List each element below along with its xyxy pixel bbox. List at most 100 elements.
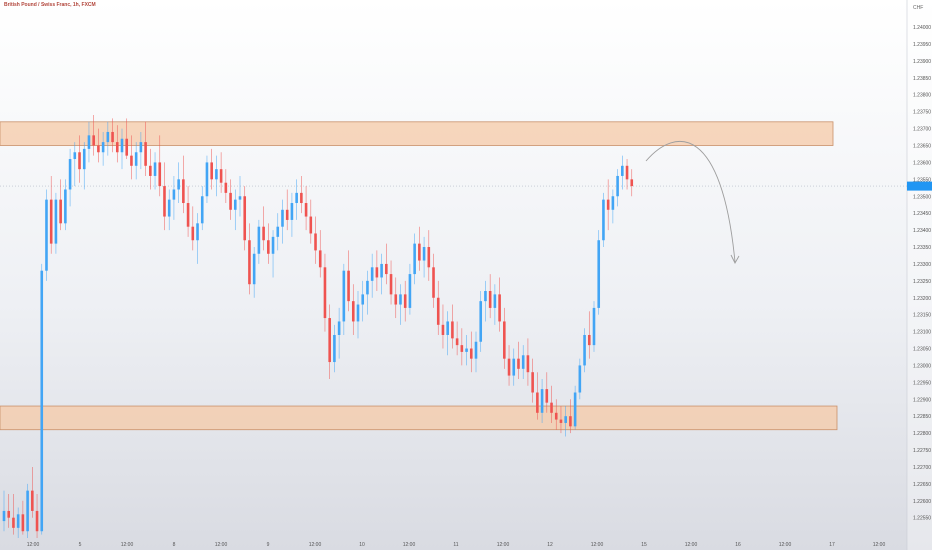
candle — [526, 355, 530, 373]
candle — [248, 240, 251, 285]
candle — [163, 186, 166, 217]
candle — [35, 510, 39, 532]
candle — [257, 226, 261, 254]
candle — [323, 267, 327, 319]
candle — [375, 267, 379, 278]
candle — [238, 196, 242, 200]
candle — [583, 334, 586, 366]
chart-title: British Pound / Swiss Franc, 1h, FXCM — [4, 2, 96, 8]
candle — [149, 165, 152, 176]
y-tick-label: 1.22800 — [913, 431, 931, 437]
candle — [531, 372, 534, 393]
candle — [318, 250, 322, 268]
candle — [545, 389, 549, 403]
candle — [40, 270, 44, 532]
candle — [120, 138, 124, 153]
candle — [418, 243, 421, 261]
candle — [54, 199, 58, 244]
candle — [26, 490, 29, 532]
candle — [460, 345, 464, 352]
candle — [73, 152, 77, 160]
candle — [139, 142, 143, 153]
candle — [351, 301, 355, 322]
candle — [356, 304, 360, 322]
x-tick-label: 9 — [267, 542, 270, 548]
candle — [422, 247, 426, 261]
candle — [87, 135, 91, 149]
y-tick-label: 1.23550 — [913, 177, 931, 183]
candle — [380, 263, 383, 278]
candle — [300, 192, 303, 204]
y-tick-label: 1.23600 — [913, 160, 931, 166]
candle — [597, 240, 601, 308]
candle — [536, 392, 539, 413]
candle — [314, 233, 317, 251]
x-tick-label: 12:00 — [403, 542, 416, 548]
candle — [177, 179, 180, 190]
candle — [564, 416, 567, 423]
candle — [243, 196, 247, 241]
y-tick-label: 1.24000 — [913, 25, 931, 31]
candle — [210, 162, 213, 180]
candle — [408, 274, 412, 308]
candle — [616, 175, 619, 197]
x-tick-label: 15 — [641, 542, 647, 548]
candle — [295, 192, 298, 204]
candle — [342, 270, 346, 322]
y-tick-label: 1.23100 — [913, 330, 931, 336]
candle — [309, 216, 313, 234]
candle — [186, 203, 190, 227]
candle — [285, 209, 289, 220]
candle — [7, 510, 11, 518]
candle — [290, 203, 294, 220]
candle — [455, 338, 459, 346]
x-tick-label: 12:00 — [215, 542, 228, 548]
candle — [465, 348, 468, 352]
x-tick-label: 12:00 — [873, 542, 886, 548]
candle — [427, 247, 431, 268]
y-tick-label: 1.23450 — [913, 211, 931, 217]
x-tick-label: 12 — [547, 542, 553, 548]
y-tick-label: 1.23250 — [913, 279, 931, 285]
candle — [125, 138, 129, 156]
y-tick-label: 1.23950 — [913, 42, 931, 48]
current-price-tag — [907, 181, 932, 191]
candle — [233, 199, 237, 210]
candle — [59, 199, 62, 224]
candle — [441, 324, 445, 335]
candle — [602, 199, 605, 241]
candle — [191, 226, 195, 241]
candle — [479, 301, 483, 342]
candle — [337, 321, 341, 335]
candle — [550, 402, 553, 413]
y-tick-label: 1.22650 — [913, 482, 931, 488]
x-tick-label: 16 — [735, 542, 741, 548]
x-tick-label: 12:00 — [27, 542, 40, 548]
candle — [507, 358, 511, 376]
candle — [493, 294, 497, 308]
candle — [389, 274, 393, 295]
y-tick-label: 1.22900 — [913, 397, 931, 403]
candle — [578, 365, 582, 393]
candle — [21, 514, 25, 532]
candle — [215, 169, 218, 180]
candle — [167, 199, 171, 217]
candle — [31, 490, 34, 511]
candle — [554, 412, 558, 420]
candle — [370, 267, 374, 281]
y-tick-label: 1.23500 — [913, 194, 931, 200]
resistance-zone — [0, 121, 834, 146]
candle — [592, 307, 596, 346]
candle — [78, 152, 81, 170]
candle — [111, 131, 114, 143]
candle — [446, 321, 449, 335]
projection-arrow — [645, 141, 736, 263]
y-tick-label: 1.23900 — [913, 59, 931, 65]
candle — [276, 226, 280, 237]
candle — [281, 209, 284, 227]
candle — [158, 162, 162, 187]
currency-label: CHF — [913, 5, 923, 11]
candle — [394, 294, 398, 305]
